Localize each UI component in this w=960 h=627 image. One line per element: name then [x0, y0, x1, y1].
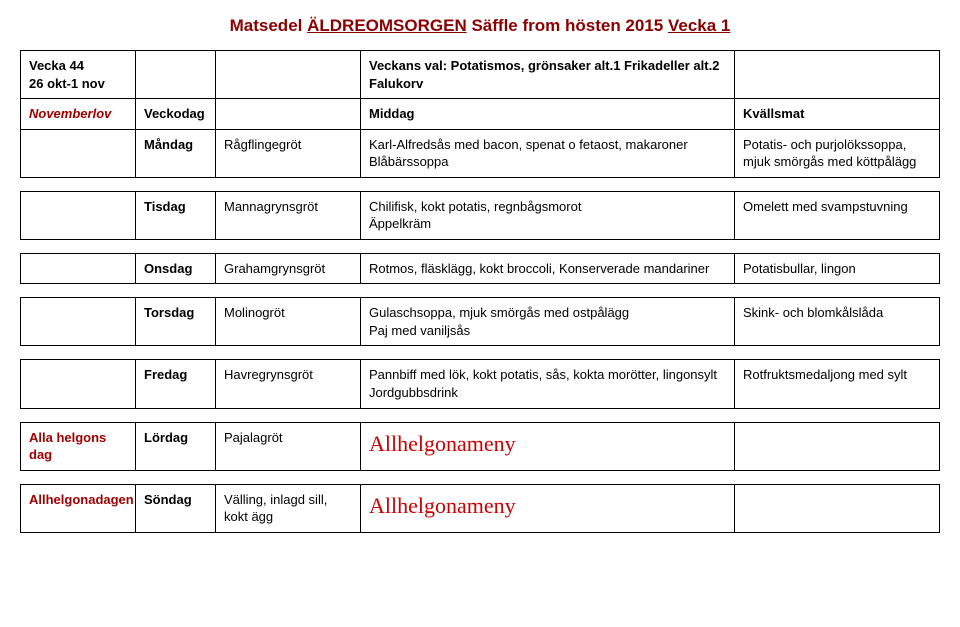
- lunch-cell: Karl-Alfredsås med bacon, spenat o fetao…: [361, 129, 735, 177]
- grot-cell: Pajalagröt: [216, 422, 361, 470]
- blank-cell: [216, 51, 361, 99]
- lunch-cell: Gulaschsoppa, mjuk smörgås med ostpålägg…: [361, 298, 735, 346]
- eve-cell: [735, 484, 940, 532]
- week-cell: Vecka 44 26 okt-1 nov: [21, 51, 136, 99]
- table-row: Torsdag Molinogröt Gulaschsoppa, mjuk sm…: [21, 298, 940, 346]
- veckans-val: Veckans val: Potatismos, grönsaker alt.1…: [361, 51, 735, 99]
- note-header: Novemberlov: [21, 99, 136, 130]
- day-cell: Torsdag: [136, 298, 216, 346]
- day-cell: Onsdag: [136, 253, 216, 284]
- title-prefix: Matsedel: [230, 16, 307, 35]
- subheader-row: Novemberlov Veckodag Middag Kvällsmat: [21, 99, 940, 130]
- week-label: Vecka 44: [29, 57, 127, 75]
- eve-cell: Omelett med svampstuvning: [735, 191, 940, 239]
- page-title: Matsedel ÄLDREOMSORGEN Säffle from höste…: [20, 16, 940, 36]
- day-cell: Lördag: [136, 422, 216, 470]
- grot-cell: Grahamgrynsgröt: [216, 253, 361, 284]
- eve-cell: Potatis- och purjolökssoppa, mjuk smörgå…: [735, 129, 940, 177]
- note-cell: [21, 360, 136, 408]
- title-under1: ÄLDREOMSORGEN: [307, 16, 467, 35]
- blank-cell: [216, 99, 361, 130]
- note-cell: [21, 129, 136, 177]
- lunch-cell: Allhelgonameny: [361, 422, 735, 470]
- title-mid: Säffle from hösten 2015: [467, 16, 668, 35]
- lunch-cell: Allhelgonameny: [361, 484, 735, 532]
- lunch-header: Middag: [361, 99, 735, 130]
- eve-cell: Skink- och blomkålslåda: [735, 298, 940, 346]
- menu-table: Vecka 44 26 okt-1 nov Veckans val: Potat…: [20, 50, 940, 533]
- note-cell: [21, 191, 136, 239]
- eve-cell: [735, 422, 940, 470]
- table-row-lordag: Alla helgons dag Lördag Pajalagröt Allhe…: [21, 422, 940, 470]
- note-cell: Alla helgons dag: [21, 422, 136, 470]
- day-cell: Fredag: [136, 360, 216, 408]
- day-cell: Tisdag: [136, 191, 216, 239]
- note-cell: [21, 253, 136, 284]
- day-cell: Söndag: [136, 484, 216, 532]
- grot-cell: Välling, inlagd sill, kokt ägg: [216, 484, 361, 532]
- table-row: Onsdag Grahamgrynsgröt Rotmos, fläsklägg…: [21, 253, 940, 284]
- lunch-cell: Rotmos, fläsklägg, kokt broccoli, Konser…: [361, 253, 735, 284]
- lunch-cell: Pannbiff med lök, kokt potatis, sås, kok…: [361, 360, 735, 408]
- grot-cell: Molinogröt: [216, 298, 361, 346]
- note-cell: [21, 298, 136, 346]
- blank-cell: [136, 51, 216, 99]
- eve-header: Kvällsmat: [735, 99, 940, 130]
- note-cell: Allhelgonadagen: [21, 484, 136, 532]
- lunch-cell: Chilifisk, kokt potatis, regnbågsmorot Ä…: [361, 191, 735, 239]
- blank-cell: [735, 51, 940, 99]
- grot-cell: Rågflingegröt: [216, 129, 361, 177]
- table-row-sondag: Allhelgonadagen Söndag Välling, inlagd s…: [21, 484, 940, 532]
- title-under2: Vecka 1: [668, 16, 730, 35]
- day-cell: Måndag: [136, 129, 216, 177]
- date-range: 26 okt-1 nov: [29, 75, 127, 93]
- grot-cell: Havregrynsgröt: [216, 360, 361, 408]
- table-row: Måndag Rågflingegröt Karl-Alfredsås med …: [21, 129, 940, 177]
- eve-cell: Potatisbullar, lingon: [735, 253, 940, 284]
- header-row: Vecka 44 26 okt-1 nov Veckans val: Potat…: [21, 51, 940, 99]
- grot-cell: Mannagrynsgröt: [216, 191, 361, 239]
- day-header: Veckodag: [136, 99, 216, 130]
- table-row: Tisdag Mannagrynsgröt Chilifisk, kokt po…: [21, 191, 940, 239]
- allhelgona-text: Allhelgonameny: [369, 431, 516, 456]
- table-row: Fredag Havregrynsgröt Pannbiff med lök, …: [21, 360, 940, 408]
- eve-cell: Rotfruktsmedaljong med sylt: [735, 360, 940, 408]
- allhelgona-text: Allhelgonameny: [369, 493, 516, 518]
